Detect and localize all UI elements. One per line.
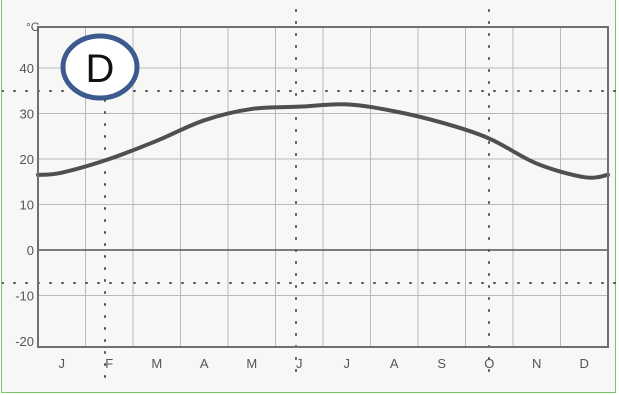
series-group (36, 102, 610, 180)
temperature-line (36, 102, 610, 180)
dotted-guides (2, 9, 619, 381)
y-tick-label: -20 (15, 334, 34, 349)
x-tick-label: M (151, 356, 162, 371)
y-tick-labels: 40 30 20 10 0 -10 -20 (15, 61, 34, 349)
x-tick-label: S (437, 356, 446, 371)
y-tick-label: 10 (20, 198, 34, 213)
y-tick-label: -10 (15, 289, 34, 304)
temperature-point (155, 139, 159, 143)
y-tick-label: 0 (27, 243, 34, 258)
temperature-point (345, 102, 349, 106)
temperature-point (297, 105, 301, 109)
x-tick-label: N (532, 356, 541, 371)
badge-ring (60, 33, 140, 101)
temperature-point (582, 175, 586, 179)
badge: D (60, 33, 140, 101)
x-tick-label: F (105, 356, 113, 371)
x-tick-label: D (580, 356, 589, 371)
y-tick-label: 30 (20, 107, 34, 122)
x-tick-label: J (344, 356, 351, 371)
temperature-point (60, 171, 64, 175)
temperature-point (392, 109, 396, 113)
y-tick-label: 40 (20, 61, 34, 76)
x-tick-label: J (59, 356, 66, 371)
plot-frame (37, 26, 609, 348)
temperature-point (535, 161, 539, 166)
x-tick-label: O (484, 356, 494, 371)
x-tick-label: A (390, 356, 399, 371)
temperature-point (487, 136, 491, 141)
x-tick-label: A (200, 356, 209, 371)
temperature-point (202, 118, 206, 122)
temperature-point (440, 121, 444, 125)
x-tick-label: M (246, 356, 257, 371)
temperature-point (250, 107, 254, 111)
x-tick-label: J (296, 356, 303, 371)
y-unit-label: °C (26, 20, 40, 34)
y-tick-label: 20 (20, 152, 34, 167)
temperature-point (107, 157, 111, 161)
badge-letter: D (86, 47, 115, 91)
